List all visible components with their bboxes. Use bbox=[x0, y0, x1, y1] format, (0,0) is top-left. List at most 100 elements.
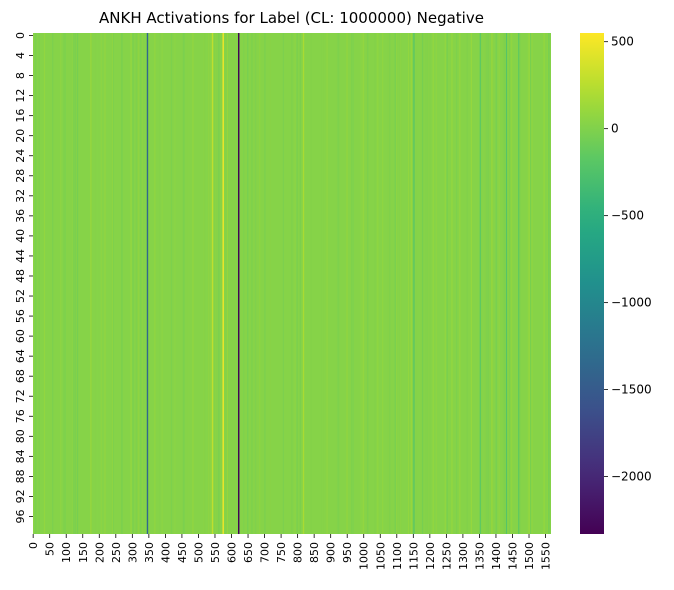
heatmap-texture-stripe bbox=[508, 33, 510, 534]
y-tick-label: 92 bbox=[14, 489, 27, 503]
heatmap-texture-stripe bbox=[446, 33, 448, 534]
heatmap-texture-stripe bbox=[374, 33, 376, 534]
heatmap-texture-stripe bbox=[121, 33, 123, 534]
heatmap-texture-stripe bbox=[135, 33, 138, 534]
heatmap-texture-stripe bbox=[170, 33, 173, 534]
heatmap-texture-stripe bbox=[205, 33, 207, 534]
heatmap-texture-stripe bbox=[466, 33, 468, 534]
heatmap-texture-stripe bbox=[489, 33, 492, 534]
heatmap-texture-stripe bbox=[183, 33, 185, 534]
x-tick-label: 700 bbox=[259, 542, 272, 563]
heatmap-texture-stripe bbox=[74, 33, 76, 534]
heatmap-texture-stripe bbox=[226, 33, 228, 534]
x-tick-label: 300 bbox=[126, 542, 139, 563]
x-tick-label: 250 bbox=[110, 542, 123, 563]
heatmap-column-feature bbox=[146, 33, 149, 534]
heatmap-texture-stripe bbox=[33, 33, 35, 534]
heatmap-texture-stripe bbox=[218, 33, 220, 534]
heatmap-texture-stripe bbox=[264, 33, 266, 534]
heatmap-texture-stripe bbox=[310, 33, 312, 534]
heatmap-texture-stripe bbox=[34, 33, 36, 534]
heatmap-texture-stripe bbox=[174, 33, 176, 534]
x-tick-label: 100 bbox=[60, 542, 73, 563]
y-tick-label: 4 bbox=[14, 52, 27, 59]
heatmap-texture-stripe bbox=[549, 33, 551, 534]
heatmap-texture-stripe bbox=[531, 33, 533, 534]
x-tick-label: 900 bbox=[325, 542, 338, 563]
x-tick-label: 1100 bbox=[391, 542, 404, 570]
heatmap-texture-stripe bbox=[528, 33, 531, 534]
heatmap-texture-stripe bbox=[504, 33, 506, 534]
heatmap-texture-stripe bbox=[251, 33, 253, 534]
heatmap-texture-stripe bbox=[64, 33, 66, 534]
heatmap-texture-stripe bbox=[294, 33, 296, 534]
heatmap-texture-stripe bbox=[492, 33, 494, 534]
y-tick-label: 20 bbox=[14, 129, 27, 143]
heatmap-texture-stripe bbox=[259, 33, 261, 534]
heatmap-texture-stripe bbox=[491, 33, 493, 534]
heatmap-texture-stripe bbox=[208, 33, 210, 534]
heatmap-texture-stripe bbox=[140, 33, 142, 534]
heatmap-texture-stripe bbox=[63, 33, 65, 534]
x-tick-label: 950 bbox=[341, 542, 354, 563]
y-tick-label: 68 bbox=[14, 369, 27, 383]
heatmap-texture-stripe bbox=[362, 33, 365, 534]
y-tick-label: 12 bbox=[14, 89, 27, 103]
heatmap-texture-stripe bbox=[547, 33, 549, 534]
heatmap-texture-stripe bbox=[484, 33, 486, 534]
heatmap-texture-stripe bbox=[213, 33, 215, 534]
colorbar-tick-label: −2000 bbox=[611, 470, 652, 484]
heatmap-texture-stripe bbox=[187, 33, 189, 534]
y-tick-label: 76 bbox=[14, 409, 27, 423]
heatmap-texture-stripe bbox=[154, 33, 156, 534]
heatmap-texture-stripe bbox=[451, 33, 453, 534]
x-tick-label: 450 bbox=[176, 542, 189, 563]
heatmap-texture-stripe bbox=[94, 33, 96, 534]
heatmap-texture-stripe bbox=[210, 33, 212, 534]
heatmap-texture-stripe bbox=[444, 33, 446, 534]
x-tick-label: 650 bbox=[242, 542, 255, 563]
heatmap-texture-stripe bbox=[408, 33, 410, 534]
heatmap-texture-stripe bbox=[485, 33, 487, 534]
heatmap-texture-stripe bbox=[104, 33, 106, 534]
heatmap-texture-stripe bbox=[487, 33, 489, 534]
x-tick-label: 1200 bbox=[424, 542, 437, 570]
heatmap-texture-stripe bbox=[130, 33, 132, 534]
heatmap-texture-stripe bbox=[38, 33, 40, 534]
x-tick-label: 1050 bbox=[374, 542, 387, 570]
heatmap-texture-stripe bbox=[76, 33, 79, 534]
heatmap-texture-stripe bbox=[382, 33, 384, 534]
y-tick-label: 32 bbox=[14, 189, 27, 203]
heatmap-texture-stripe bbox=[161, 33, 163, 534]
heatmap-texture-stripe bbox=[60, 33, 62, 534]
heatmap-texture-stripe bbox=[299, 33, 301, 534]
y-tick-label: 96 bbox=[14, 509, 27, 523]
y-tick-label: 56 bbox=[14, 309, 27, 323]
x-tick-label: 500 bbox=[192, 542, 205, 563]
heatmap-texture-stripe bbox=[527, 33, 529, 534]
heatmap-texture-stripe bbox=[141, 33, 144, 534]
heatmap-texture-stripe bbox=[96, 33, 98, 534]
y-tick-label: 44 bbox=[14, 249, 27, 263]
heatmap-texture-stripe bbox=[90, 33, 92, 534]
heatmap-texture-stripe bbox=[429, 33, 431, 534]
heatmap-texture-stripe bbox=[360, 33, 362, 534]
x-tick-label: 1450 bbox=[506, 542, 519, 570]
heatmap-texture-stripe bbox=[203, 33, 205, 534]
heatmap-column-feature bbox=[238, 33, 240, 534]
heatmap-texture-stripe bbox=[519, 33, 521, 534]
heatmap-texture-stripe bbox=[498, 33, 500, 534]
heatmap-texture-stripe bbox=[366, 33, 368, 534]
heatmap-texture-stripe bbox=[137, 33, 139, 534]
x-tick-label: 1250 bbox=[440, 542, 453, 570]
heatmap-texture-stripe bbox=[410, 33, 412, 534]
heatmap-texture-stripe bbox=[424, 33, 426, 534]
y-tick-label: 36 bbox=[14, 209, 27, 223]
heatmap-texture-stripe bbox=[346, 33, 348, 534]
heatmap-texture-stripe bbox=[243, 33, 245, 534]
heatmap-column-feature bbox=[505, 33, 508, 534]
heatmap-texture-stripe bbox=[43, 33, 46, 534]
heatmap-texture-stripe bbox=[367, 33, 369, 534]
x-tick-label: 800 bbox=[292, 542, 305, 563]
heatmap-texture-stripe bbox=[336, 33, 339, 534]
